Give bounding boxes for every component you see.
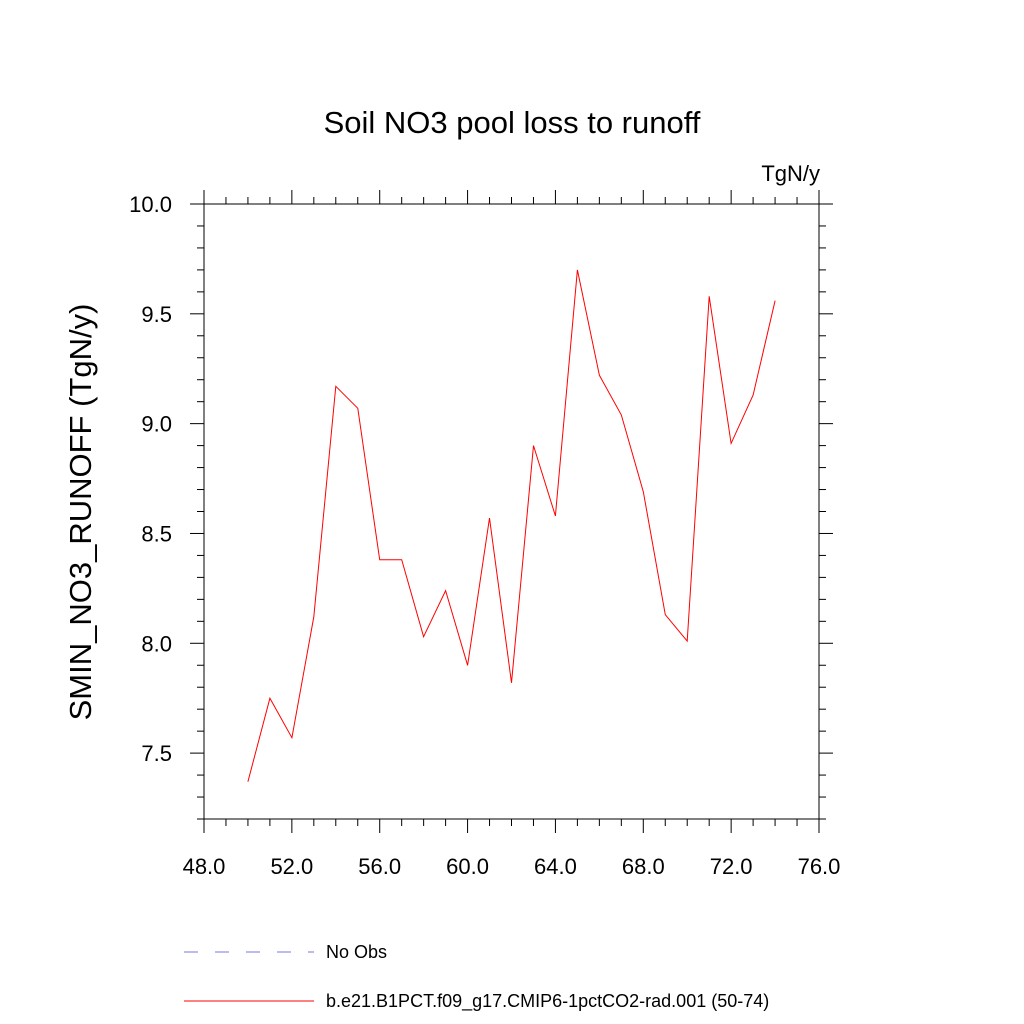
legend-label: b.e21.B1PCT.f09_g17.CMIP6-1pctCO2-rad.00… [326, 991, 769, 1012]
y-tick-label: 8.5 [141, 521, 172, 546]
chart-title: Soil NO3 pool loss to runoff [324, 105, 701, 140]
axis-ticks [190, 190, 833, 833]
legend-label: No Obs [326, 942, 387, 962]
y-axis-label: SMIN_NO3_RUNOFF (TgN/y) [63, 304, 98, 721]
y-tick-label: 8.0 [141, 631, 172, 656]
legend: No Obs b.e21.B1PCT.f09_g17.CMIP6-1pctCO2-… [184, 942, 769, 1012]
x-tick-label: 72.0 [710, 854, 753, 879]
series-line [247, 269, 776, 782]
x-tick-label: 48.0 [183, 854, 226, 879]
x-tick-label: 56.0 [358, 854, 401, 879]
y-tick-label: 9.5 [141, 302, 172, 327]
y-tick-label: 9.0 [141, 412, 172, 437]
y-tick-label: 10.0 [129, 192, 172, 217]
series-layer [247, 269, 776, 782]
x-tick-label: 64.0 [534, 854, 577, 879]
x-tick-label: 60.0 [446, 854, 489, 879]
y-tick-label: 7.5 [141, 741, 172, 766]
plot-frame [203, 203, 820, 820]
x-tick-label: 68.0 [622, 854, 665, 879]
units-label: TgN/y [761, 161, 820, 186]
axis-tick-labels: 48.0 52.0 56.0 60.0 64.0 68.0 72.0 76.0 7.5 8.0 8.… [129, 192, 840, 879]
x-tick-label: 76.0 [798, 854, 841, 879]
x-tick-label: 52.0 [270, 854, 313, 879]
